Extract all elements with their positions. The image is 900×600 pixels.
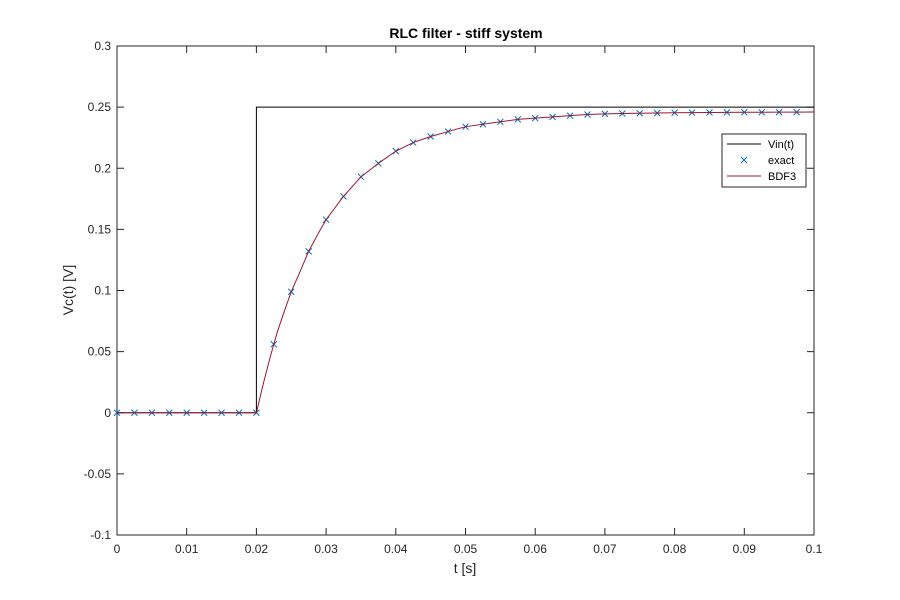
y-tick-label: 0.3 <box>94 39 111 53</box>
plot-area <box>116 45 815 536</box>
legend-label: Vin(t) <box>768 139 794 151</box>
legend-box <box>721 133 807 188</box>
y-tick-label: 0.15 <box>88 222 112 236</box>
legend-item: Vin(t) <box>727 139 794 151</box>
x-axis: 0 0.01 0.02 0.03 0.04 0.05 0.06 0.07 0.08 0.09 0.1 <box>114 46 823 556</box>
y-tick-label: 0.05 <box>88 345 112 359</box>
legend: Vin(t) exact BDF3 <box>721 133 807 188</box>
legend-item: exact <box>740 155 794 167</box>
y-tick-label: -0.1 <box>90 528 111 542</box>
y-tick-label: 0 <box>104 406 111 420</box>
x-tick-label: 0.07 <box>593 542 617 556</box>
x-tick-label: 0.05 <box>454 542 478 556</box>
x-tick-label: 0.04 <box>384 542 408 556</box>
chart-title: RLC filter - stiff system <box>389 25 542 41</box>
y-axis-label: Vc(t) [V] <box>60 265 76 316</box>
legend-item: BDF3 <box>727 171 796 183</box>
series-line-2 <box>117 111 815 414</box>
x-tick-label: 0.08 <box>663 542 687 556</box>
x-tick-label: 0.03 <box>314 542 338 556</box>
legend-label: BDF3 <box>768 171 796 183</box>
y-tick-label: -0.05 <box>84 467 112 481</box>
y-axis: -0.1 -0.05 0 0.05 0.1 0.15 0.2 0.25 0.3 <box>84 39 814 542</box>
x-axis-label: t [s] <box>454 560 477 576</box>
x-tick-label: 0.06 <box>524 542 548 556</box>
y-tick-label: 0.2 <box>94 161 111 175</box>
y-tick-label: 0.1 <box>94 284 111 298</box>
x-tick-label: 0.1 <box>806 542 823 556</box>
x-tick-label: 0.02 <box>245 542 269 556</box>
series-layer <box>113 106 815 417</box>
y-tick-label: 0.25 <box>88 100 112 114</box>
x-tick-label: 0.09 <box>733 542 757 556</box>
plot-frame <box>116 45 815 536</box>
x-tick-label: 0 <box>114 542 121 556</box>
legend-label: exact <box>768 155 794 167</box>
x-tick-label: 0.01 <box>175 542 199 556</box>
